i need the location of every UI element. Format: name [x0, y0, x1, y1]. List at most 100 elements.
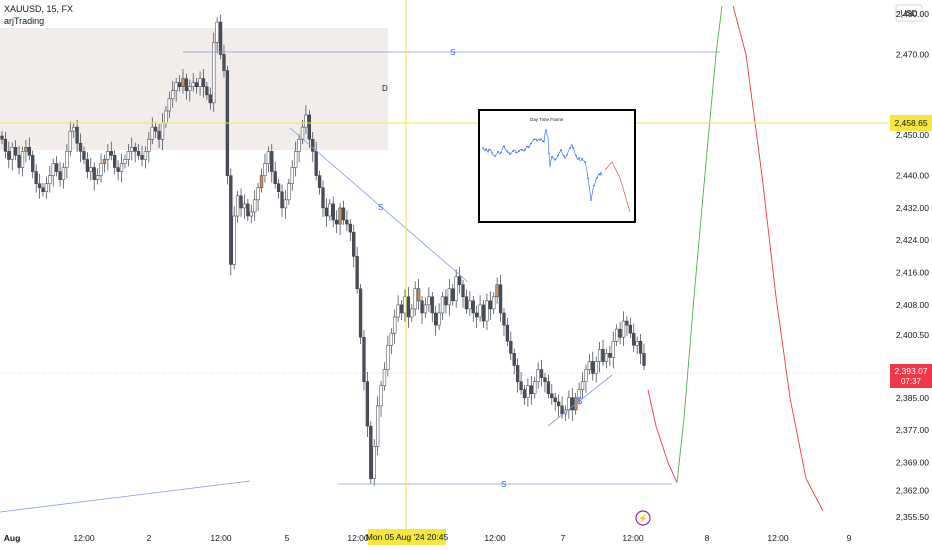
candle-body — [201, 78, 206, 87]
projection-green — [676, 5, 723, 483]
inset-point — [551, 155, 553, 158]
price-axis[interactable]: USD 2,480.00 2,470.00 2,450.00 2,440.00 2,43… — [888, 0, 932, 530]
candle-body — [78, 143, 83, 152]
candle-body — [382, 369, 387, 386]
price-tick-label: 2,362.00 — [896, 486, 929, 496]
dividend-event-icon[interactable] — [635, 510, 651, 526]
candle-body — [256, 187, 260, 201]
candle-body — [454, 276, 458, 302]
candle-body — [553, 397, 557, 403]
time-tick-label: 7 — [561, 533, 566, 543]
candle-body — [92, 167, 96, 180]
crosshair-date-label: Mon 05 Aug '24 20:45 — [366, 532, 449, 542]
candle-body — [75, 126, 79, 144]
candle-body — [584, 369, 588, 382]
candle-body — [375, 405, 380, 447]
candle-body — [406, 296, 411, 318]
price-tick-label: 2,470.00 — [896, 49, 929, 59]
candle-body — [447, 288, 452, 306]
inset-point — [581, 157, 583, 160]
time-tick-label: 5 — [285, 533, 290, 543]
candle-body — [34, 171, 38, 184]
symbol-title[interactable]: XAUUSD, 15, FX — [4, 4, 73, 14]
inset-day-chart: Day Time Frame — [478, 109, 636, 223]
candle-body — [444, 296, 448, 306]
candle-body — [481, 304, 486, 322]
price-tick-labels: 2,480.00 2,470.00 2,450.00 2,440.00 2,432.00… — [896, 9, 929, 522]
candle-body — [283, 199, 288, 209]
line-label-top: S — [450, 48, 455, 57]
price-tick-label: 2,385.00 — [896, 393, 929, 403]
time-tick-label: 2 — [147, 533, 152, 543]
candle-body — [396, 304, 400, 318]
time-tick-label: 12:00 — [347, 533, 369, 543]
candle-body — [355, 256, 359, 289]
candle-body — [519, 381, 523, 390]
inset-point — [596, 176, 598, 179]
time-tick-label: 12:00 — [210, 533, 232, 543]
indicator-title[interactable]: arjTrading — [4, 16, 44, 26]
candle-body — [140, 155, 144, 160]
inset-point — [536, 139, 538, 142]
candle-body — [194, 82, 199, 87]
candle-body — [635, 341, 639, 346]
candle-body — [594, 361, 598, 374]
inset-point — [554, 158, 556, 161]
inset-point — [590, 199, 592, 201]
candle-body — [181, 78, 185, 87]
candle-body — [546, 381, 551, 395]
inset-point — [527, 145, 529, 148]
inset-point — [572, 147, 574, 149]
inset-point — [515, 151, 517, 154]
candle-body — [642, 353, 646, 366]
currency-button[interactable] — [895, 4, 923, 22]
candle-body — [61, 167, 66, 180]
candle-body — [136, 151, 141, 156]
candle-body — [437, 312, 441, 326]
inset-point — [500, 151, 502, 154]
candle-body — [608, 353, 612, 358]
candle-body — [468, 300, 472, 310]
candle-body — [611, 341, 615, 358]
candle-body — [7, 151, 11, 160]
candle-body — [263, 163, 267, 176]
candle-body — [502, 312, 506, 326]
candle-body — [410, 308, 414, 318]
candle-body — [341, 207, 346, 221]
candle-body — [130, 147, 134, 152]
candle-body — [14, 147, 18, 156]
candle-body — [389, 332, 393, 346]
inset-point — [506, 150, 508, 152]
inset-point — [512, 150, 514, 152]
candle-body — [536, 369, 540, 382]
candle-body — [72, 126, 76, 132]
candle-body — [157, 130, 161, 140]
projection-red-second — [732, 5, 824, 512]
time-axis[interactable]: Aug 12:00 2 12:00 5 12:00 12:00 7 12:00 8 12:00 9 M… — [0, 510, 932, 550]
time-tick-label: 8 — [705, 533, 710, 543]
candle-body — [434, 312, 438, 326]
candle-body — [89, 167, 93, 172]
lower-trendline — [0, 480, 251, 513]
candle-body — [567, 397, 571, 411]
candle-body — [597, 349, 602, 362]
event-icon-glyph: ⚡ — [638, 513, 648, 523]
candle-body — [556, 401, 561, 407]
candle-body — [416, 288, 421, 302]
candle-body — [242, 203, 247, 209]
candle-body — [102, 159, 107, 164]
candle-body — [488, 300, 492, 310]
candle-body — [317, 175, 322, 188]
inset-projection — [604, 161, 631, 213]
candle-body — [495, 284, 499, 298]
candle-body — [259, 175, 264, 188]
candle-body — [321, 187, 325, 209]
price-tick-label: 2,400.50 — [896, 330, 929, 340]
last-price-badge — [890, 364, 932, 388]
inset-frame — [478, 109, 636, 223]
inset-point — [521, 149, 523, 151]
inset-point — [518, 150, 520, 152]
candle-body — [276, 183, 281, 193]
inset-point — [524, 149, 526, 151]
